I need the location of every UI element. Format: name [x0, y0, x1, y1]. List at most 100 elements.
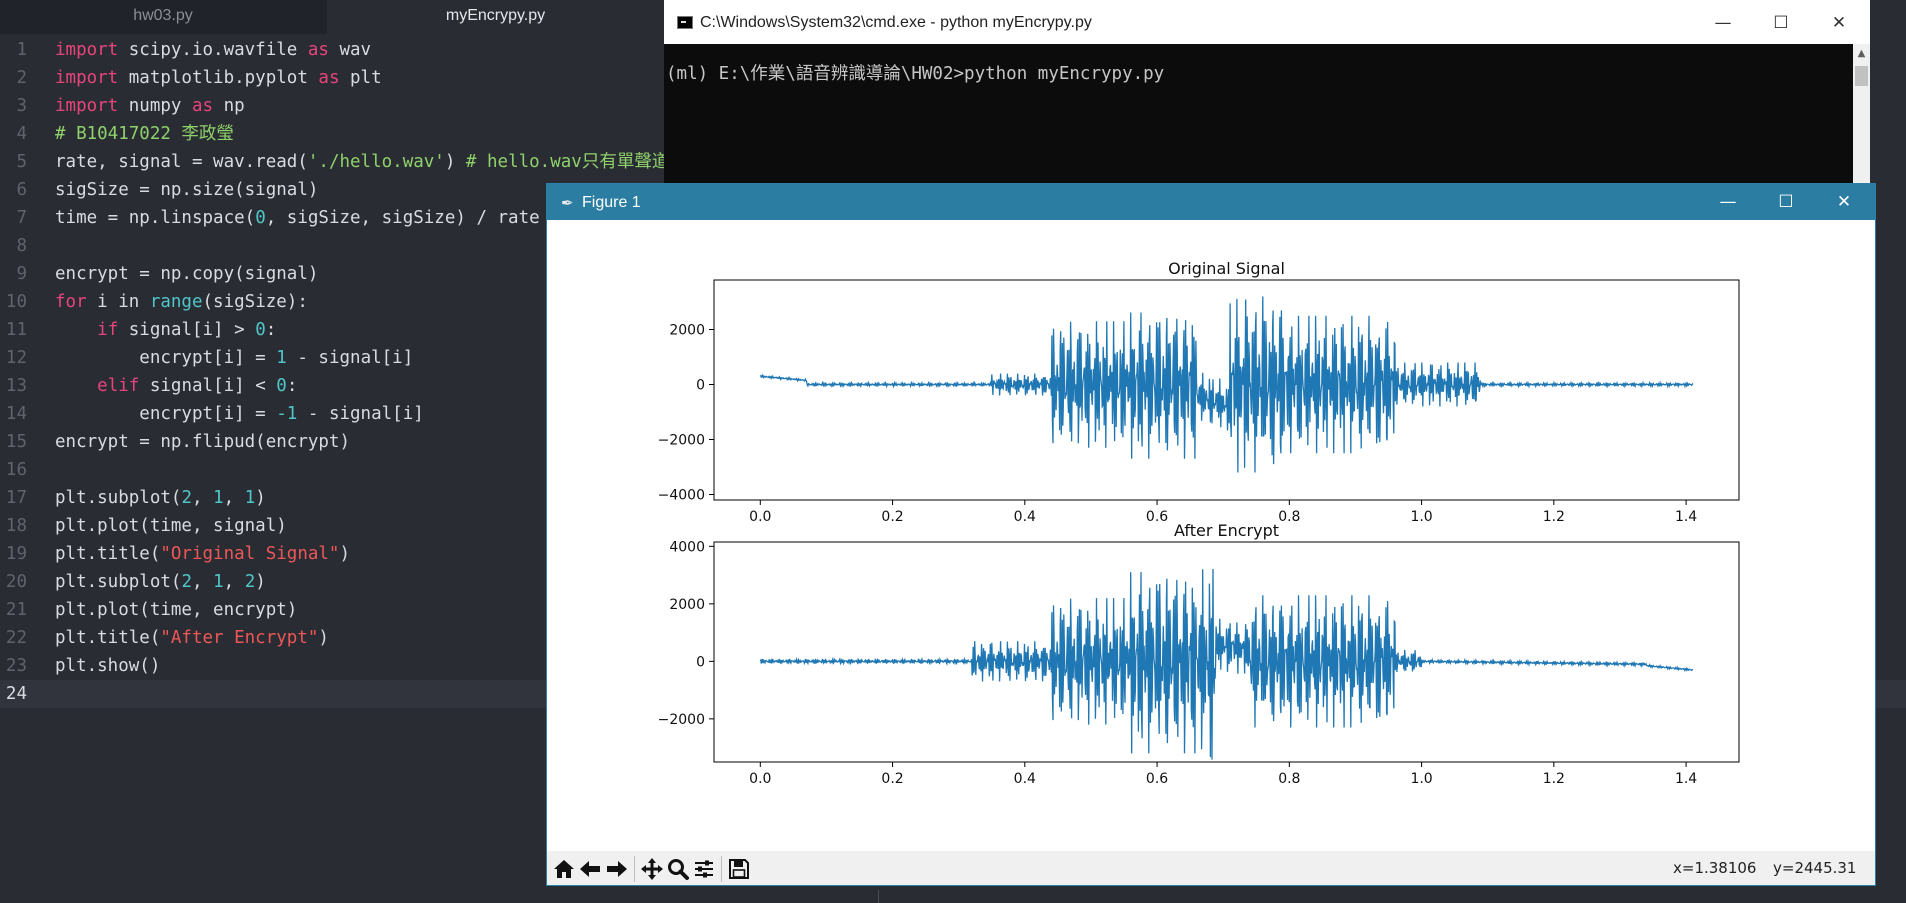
- x-tick-label: 1.0: [1410, 771, 1432, 787]
- code-text: plt.show(): [55, 656, 161, 676]
- line-number: 24: [5, 684, 27, 704]
- code-text: sigSize = np.size(signal): [55, 180, 319, 200]
- tab-myencrypy[interactable]: myEncrypy.py: [327, 0, 664, 34]
- code-text: import numpy as np: [55, 96, 245, 116]
- cmd-title-bar[interactable]: C:\Windows\System32\cmd.exe - python myE…: [664, 0, 1870, 44]
- y-tick-label: 0: [696, 378, 705, 394]
- pan-icon[interactable]: [639, 856, 665, 882]
- line-number: 9: [16, 264, 27, 284]
- code-text: # B10417022 李政瑩: [55, 124, 234, 144]
- x-tick-label: 0.4: [1014, 509, 1036, 525]
- forward-arrow-icon[interactable]: [604, 856, 630, 882]
- back-arrow-icon[interactable]: [577, 856, 603, 882]
- x-tick-label: 0.0: [749, 509, 771, 525]
- line-number: 3: [16, 96, 27, 116]
- code-line[interactable]: 5 rate, signal = wav.read('./hello.wav') …: [0, 148, 669, 176]
- code-line[interactable]: 2 import matplotlib.pyplot as plt: [0, 64, 664, 92]
- line-number: 4: [16, 124, 27, 144]
- code-line[interactable]: 6 sigSize = np.size(signal): [0, 176, 664, 204]
- code-line[interactable]: 4 # B10417022 李政瑩: [0, 120, 664, 148]
- code-line[interactable]: 7 time = np.linspace(0, sigSize, sigSize)…: [0, 204, 664, 232]
- configure-subplots-icon[interactable]: [691, 856, 717, 882]
- code-line[interactable]: 21 plt.plot(time, encrypt): [0, 596, 664, 624]
- figure-window[interactable]: ✒ Figure 1 — ☐ ✕ 0.0 0.2 0.4 0.6 0.8 1.0 1.2 1.…: [547, 184, 1875, 885]
- cmd-scroll-thumb[interactable]: [1855, 66, 1868, 86]
- code-line[interactable]: 11 if signal[i] > 0:: [0, 316, 664, 344]
- code-line[interactable]: 13 elif signal[i] < 0:: [0, 372, 664, 400]
- figure-minimize-button[interactable]: —: [1719, 192, 1737, 212]
- code-text: encrypt[i] = -1 - signal[i]: [55, 404, 424, 424]
- code-line[interactable]: 19 plt.title("Original Signal"): [0, 540, 664, 568]
- line-number: 23: [5, 656, 27, 676]
- code-line[interactable]: 9 encrypt = np.copy(signal): [0, 260, 664, 288]
- line-number: 16: [5, 460, 27, 480]
- signal-line: [759, 568, 1694, 760]
- code-text: plt.subplot(2, 1, 2): [55, 572, 266, 592]
- code-line[interactable]: 16: [0, 456, 664, 484]
- cmd-prompt-line: (ml) E:\作業\語音辨識導論\HW02>python myEncrypy.…: [666, 64, 1165, 84]
- axes-frame: [713, 279, 1740, 501]
- code-text: encrypt[i] = 1 - signal[i]: [55, 348, 414, 368]
- x-tick-label: 0.6: [1146, 509, 1168, 525]
- y-tick-label: 0: [696, 654, 705, 670]
- code-text: if signal[i] > 0:: [97, 320, 277, 340]
- x-tick-label: 1.2: [1543, 771, 1565, 787]
- figure-title-bar[interactable]: ✒ Figure 1 — ☐ ✕: [547, 184, 1875, 220]
- line-number: 15: [5, 432, 27, 452]
- y-tick-label: 4000: [669, 539, 705, 555]
- cmd-app-icon: [677, 16, 693, 29]
- code-line[interactable]: 8: [0, 232, 664, 260]
- code-line[interactable]: 12 encrypt[i] = 1 - signal[i]: [0, 344, 664, 372]
- code-line[interactable]: 22 plt.title("After Encrypt"): [0, 624, 664, 652]
- code-text: import matplotlib.pyplot as plt: [55, 68, 382, 88]
- plot-canvas[interactable]: 0.0 0.2 0.4 0.6 0.8 1.0 1.2 1.4 −4000 −2000 0 2000 O…: [547, 220, 1875, 851]
- editor-tab-bar: hw03.py myEncrypy.py: [0, 0, 664, 34]
- x-tick-label: 0.8: [1278, 771, 1300, 787]
- code-text: plt.title("Original Signal"): [55, 544, 351, 564]
- y-tick-label: −2000: [658, 712, 705, 728]
- code-text: import scipy.io.wavfile as wav: [55, 40, 372, 60]
- x-tick-label: 0.0: [749, 771, 771, 787]
- line-number: 6: [16, 180, 27, 200]
- cmd-close-button[interactable]: ✕: [1831, 13, 1847, 33]
- zoom-icon[interactable]: [665, 856, 691, 882]
- line-number: 13: [5, 376, 27, 396]
- figure-maximize-button[interactable]: ☐: [1778, 192, 1794, 212]
- line-number: 17: [5, 488, 27, 508]
- line-number: 5: [16, 152, 27, 172]
- x-tick-label: 0.6: [1146, 771, 1168, 787]
- figure-close-button[interactable]: ✕: [1836, 192, 1852, 212]
- line-number: 11: [5, 320, 27, 340]
- x-tick-label: 0.2: [881, 771, 903, 787]
- code-line[interactable]: 14 encrypt[i] = -1 - signal[i]: [0, 400, 664, 428]
- home-icon[interactable]: [551, 856, 577, 882]
- save-icon[interactable]: [726, 856, 752, 882]
- scroll-up-arrow-icon[interactable]: ▲: [1857, 48, 1866, 59]
- line-number: 12: [5, 348, 27, 368]
- toolbar-separator: [634, 856, 635, 882]
- subplot-title: After Encrypt: [1174, 521, 1279, 540]
- code-text: encrypt = np.flipud(encrypt): [55, 432, 351, 452]
- code-line[interactable]: 17 plt.subplot(2, 1, 1): [0, 484, 664, 512]
- tab-hw03[interactable]: hw03.py: [0, 0, 326, 34]
- subplot-title: Original Signal: [1168, 259, 1285, 278]
- code-line[interactable]: 10 for i in range(sigSize):: [0, 288, 664, 316]
- code-line[interactable]: 23 plt.show(): [0, 652, 664, 680]
- cmd-maximize-button[interactable]: ☐: [1773, 13, 1789, 33]
- x-tick-label: 0.2: [881, 509, 903, 525]
- code-line[interactable]: 20 plt.subplot(2, 1, 2): [0, 568, 664, 596]
- code-text: plt.plot(time, encrypt): [55, 600, 298, 620]
- line-number: 14: [5, 404, 27, 424]
- cmd-minimize-button[interactable]: —: [1714, 13, 1732, 33]
- line-number: 20: [5, 572, 27, 592]
- code-line[interactable]: 1 import scipy.io.wavfile as wav: [0, 36, 664, 64]
- figure-toolbar: x=1.38106 y=2445.31: [547, 851, 1875, 885]
- axes-frame: [713, 541, 1740, 763]
- toolbar-separator: [721, 856, 722, 882]
- line-number: 1: [16, 40, 27, 60]
- code-text: plt.title("After Encrypt"): [55, 628, 329, 648]
- code-line[interactable]: 15 encrypt = np.flipud(encrypt): [0, 428, 664, 456]
- code-line[interactable]: 18 plt.plot(time, signal): [0, 512, 664, 540]
- code-line[interactable]: 3 import numpy as np: [0, 92, 664, 120]
- indent-guide: [878, 890, 879, 903]
